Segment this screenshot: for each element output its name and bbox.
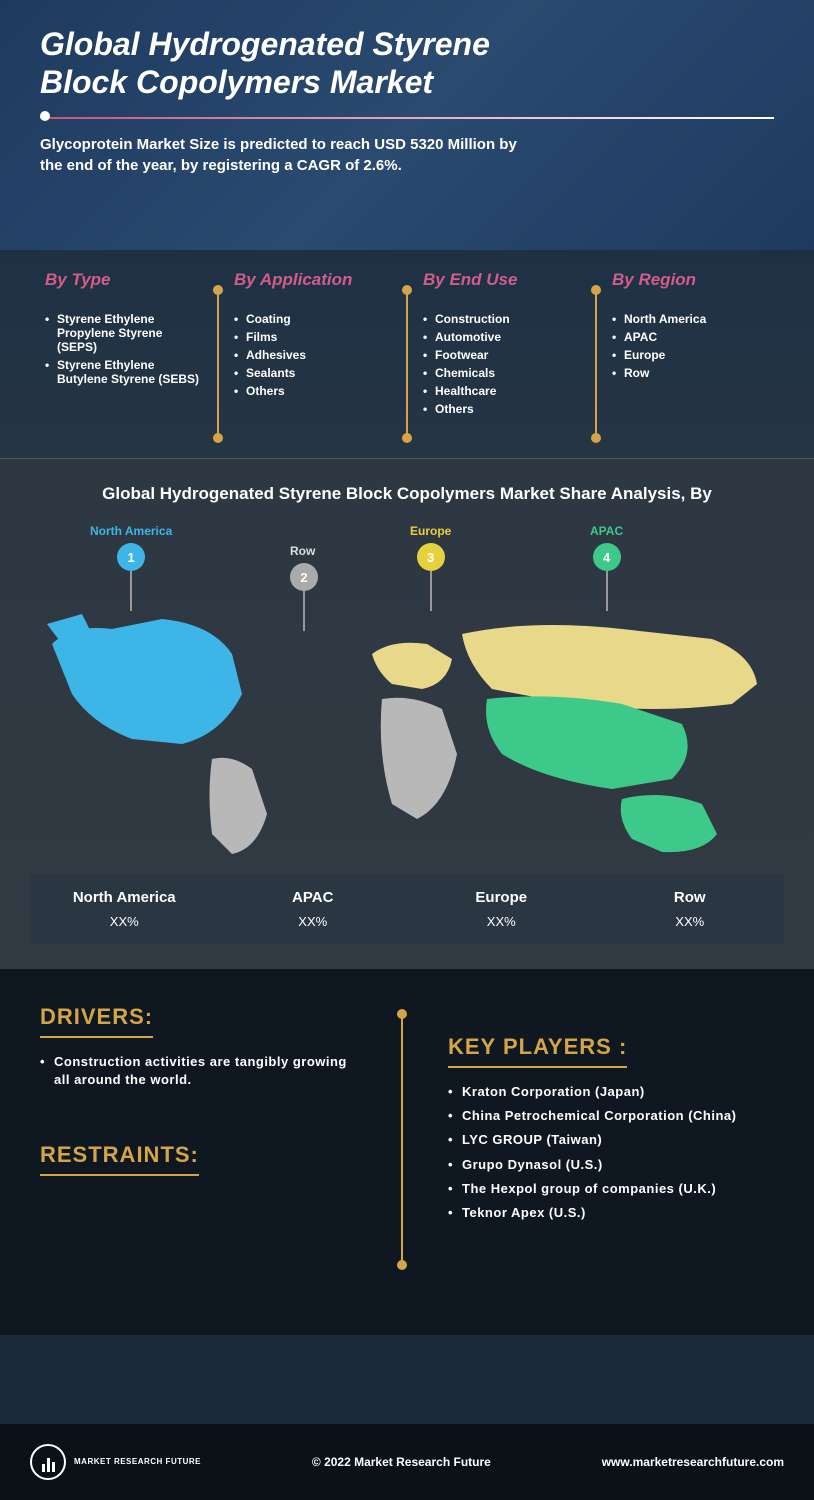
segment-list: CoatingFilmsAdhesivesSealantsOthers [234, 310, 391, 400]
list-item: Kraton Corporation (Japan) [448, 1080, 774, 1104]
list-item: Sealants [234, 364, 391, 382]
main-title: Global Hydrogenated Styrene Block Copoly… [40, 25, 540, 102]
segment-list: Styrene Ethylene Propylene Styrene (SEPS… [45, 310, 202, 388]
subtitle: Glycoprotein Market Size is predicted to… [40, 134, 520, 176]
keyplayers-list: Kraton Corporation (Japan)China Petroche… [448, 1080, 774, 1225]
segment-application: By Application CoatingFilmsAdhesivesSeal… [219, 270, 406, 418]
list-item: Styrene Ethylene Propylene Styrene (SEPS… [45, 310, 202, 356]
map-pin: 1 [117, 543, 145, 571]
list-item: Styrene Ethylene Butylene Styrene (SEBS) [45, 356, 202, 388]
drivers-title: DRIVERS: [40, 1004, 153, 1038]
share-label: Europe [407, 889, 596, 906]
segment-type: By Type Styrene Ethylene Propylene Styre… [30, 270, 217, 418]
segment-list: North AmericaAPACEuropeRow [612, 310, 769, 382]
drivers-column: DRIVERS: Construction activities are tan… [40, 1004, 386, 1275]
segment-list: ConstructionAutomotiveFootwearChemicalsH… [423, 310, 580, 418]
share-value: XX% [596, 914, 785, 929]
footer: MARKET RESEARCH FUTURE © 2022 Market Res… [0, 1424, 814, 1500]
segment-region: By Region North AmericaAPACEuropeRow [597, 270, 784, 418]
share-item: North America XX% [30, 889, 219, 929]
list-item: LYC GROUP (Taiwan) [448, 1128, 774, 1152]
list-item: Footwear [423, 346, 580, 364]
center-divider [401, 1014, 403, 1265]
restraints-title: RESTRAINTS: [40, 1142, 199, 1176]
keyplayers-column: KEY PLAYERS : Kraton Corporation (Japan)… [418, 1004, 774, 1275]
segment-title: By Type [45, 270, 202, 290]
share-item: Europe XX% [407, 889, 596, 929]
list-item: Construction [423, 310, 580, 328]
footer-copyright: © 2022 Market Research Future [312, 1455, 491, 1469]
list-item: Adhesives [234, 346, 391, 364]
world-map-svg [30, 584, 784, 864]
list-item: Europe [612, 346, 769, 364]
segments-section: By Type Styrene Ethylene Propylene Styre… [0, 250, 814, 459]
segment-title: By Application [234, 270, 391, 290]
share-item: APAC XX% [219, 889, 408, 929]
list-item: Films [234, 328, 391, 346]
list-item: Others [234, 382, 391, 400]
segment-title: By End Use [423, 270, 580, 290]
list-item: APAC [612, 328, 769, 346]
share-label: Row [596, 889, 785, 906]
share-bar: North America XX% APAC XX% Europe XX% Ro… [30, 874, 784, 944]
list-item: Healthcare [423, 382, 580, 400]
divider-line [40, 117, 774, 119]
drivers-section: DRIVERS: Construction activities are tan… [0, 969, 814, 1335]
share-label: APAC [219, 889, 408, 906]
map-title: Global Hydrogenated Styrene Block Copoly… [30, 484, 784, 504]
list-item: Grupo Dynasol (U.S.) [448, 1153, 774, 1177]
map-section: Global Hydrogenated Styrene Block Copoly… [0, 459, 814, 969]
keyplayers-title: KEY PLAYERS : [448, 1034, 627, 1068]
world-map: North America 1 Row 2 Europe 3 APAC 4 [30, 524, 784, 864]
logo-icon [30, 1444, 66, 1480]
list-item: Teknor Apex (U.S.) [448, 1201, 774, 1225]
list-item: Others [423, 400, 580, 418]
list-item: China Petrochemical Corporation (China) [448, 1104, 774, 1128]
list-item: Construction activities are tangibly gro… [40, 1050, 366, 1092]
footer-url: www.marketresearchfuture.com [602, 1455, 784, 1469]
list-item: Coating [234, 310, 391, 328]
map-pin: 4 [593, 543, 621, 571]
share-label: North America [30, 889, 219, 906]
footer-logo: MARKET RESEARCH FUTURE [30, 1444, 201, 1480]
logo-text: MARKET RESEARCH FUTURE [74, 1458, 201, 1467]
drivers-list: Construction activities are tangibly gro… [40, 1050, 366, 1092]
map-pin: 3 [417, 543, 445, 571]
header-section: Global Hydrogenated Styrene Block Copoly… [0, 0, 814, 250]
share-value: XX% [407, 914, 596, 929]
share-value: XX% [219, 914, 408, 929]
list-item: The Hexpol group of companies (U.K.) [448, 1177, 774, 1201]
segment-enduse: By End Use ConstructionAutomotiveFootwea… [408, 270, 595, 418]
list-item: North America [612, 310, 769, 328]
list-item: Chemicals [423, 364, 580, 382]
list-item: Row [612, 364, 769, 382]
list-item: Automotive [423, 328, 580, 346]
segment-title: By Region [612, 270, 769, 290]
share-value: XX% [30, 914, 219, 929]
share-item: Row XX% [596, 889, 785, 929]
